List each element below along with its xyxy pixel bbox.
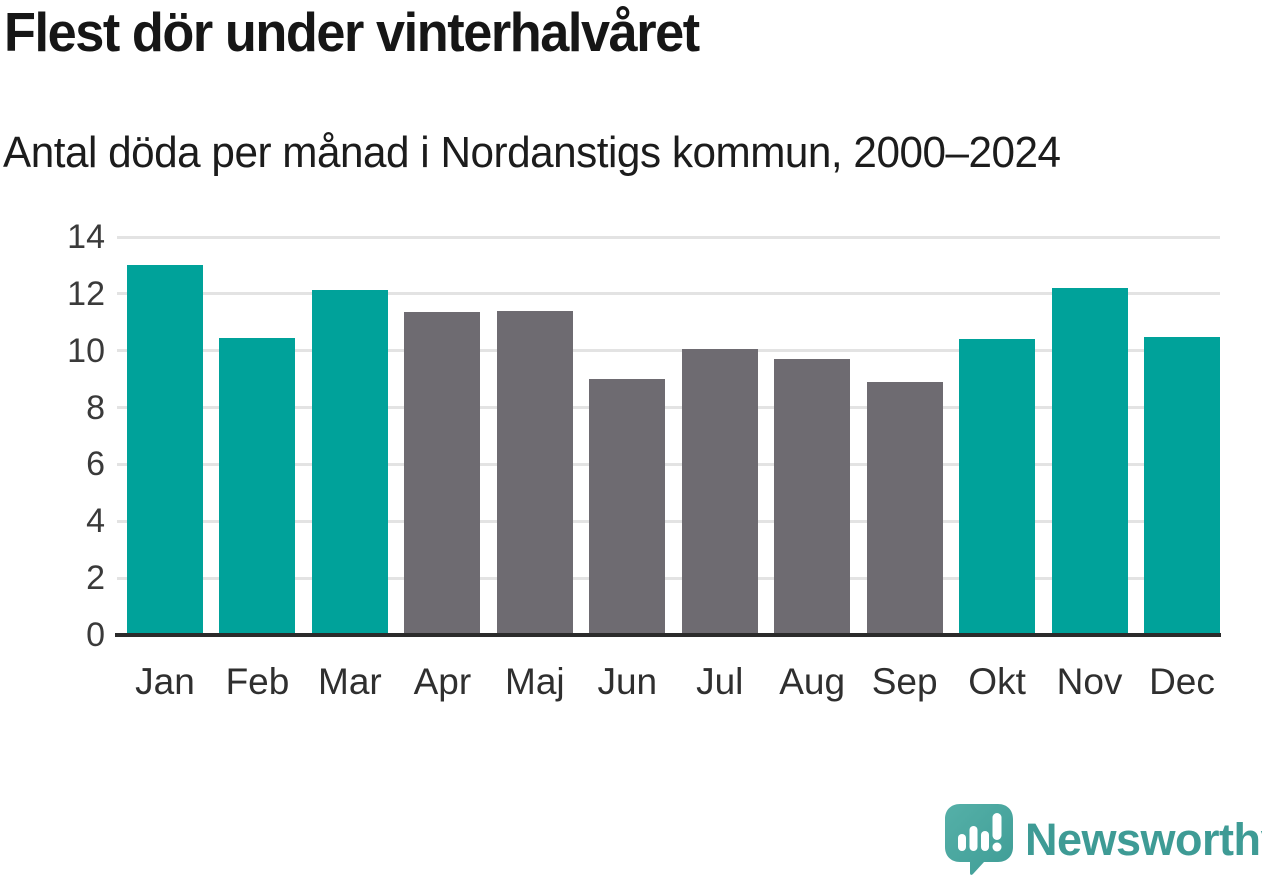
bar-nov: [1051, 288, 1128, 635]
x-tick-label-aug: Aug: [779, 661, 846, 702]
bar-mar: [311, 289, 388, 635]
x-tick-label-jul: Jul: [696, 661, 744, 702]
x-axis-line: [115, 633, 1221, 637]
y-tick-label-12: 12: [67, 274, 105, 313]
x-tick-label-sep: Sep: [871, 661, 938, 702]
x-tick-label-maj: Maj: [505, 661, 565, 702]
y-tick-label-2: 2: [86, 559, 105, 598]
bar-aug: [774, 359, 851, 635]
bar-apr: [404, 312, 481, 635]
gridline-y8: [117, 406, 1220, 410]
newsworthy-speech-bubble-chart-icon: [945, 804, 1013, 875]
y-tick-label-4: 4: [86, 502, 105, 541]
y-tick-label-8: 8: [86, 388, 105, 427]
y-axis-labels: 0 2 4 6 8 10 12 14: [0, 220, 105, 652]
gridline-y2: [117, 576, 1220, 580]
gridline-y12: [117, 292, 1220, 296]
gridline-y4: [117, 519, 1220, 523]
x-tick-label-okt: Okt: [968, 661, 1026, 702]
x-tick-label-nov: Nov: [1056, 661, 1123, 702]
bar-feb: [219, 337, 296, 635]
x-tick-label-apr: Apr: [413, 661, 472, 702]
bars-container: [127, 237, 1220, 635]
bar-jun: [589, 379, 666, 635]
y-tick-label-6: 6: [86, 445, 105, 484]
x-tick-label-dec: Dec: [1149, 661, 1215, 702]
x-axis-labels: Jan Feb Mar Apr Maj Jun Jul Aug Sep Okt Nov Dec: [127, 661, 1220, 703]
bar-maj: [496, 310, 573, 635]
y-tick-label-10: 10: [67, 331, 105, 370]
x-tick-label-jan: Jan: [135, 661, 195, 702]
bar-dec: [1143, 336, 1220, 635]
gridline-y6: [117, 462, 1220, 466]
x-tick-label-mar: Mar: [318, 661, 382, 702]
y-tick-label-0: 0: [86, 616, 105, 654]
newsworthy-logo: Newsworthy: [944, 803, 1262, 876]
x-tick-label-feb: Feb: [225, 661, 290, 702]
chart-title: Flest dör under vinterhalvåret: [4, 1, 700, 63]
bar-sep: [866, 382, 943, 635]
chart-subtitle: Antal döda per månad i Nordanstigs kommu…: [3, 128, 1061, 177]
gridline-y10: [117, 349, 1220, 353]
gridline-y14: [117, 235, 1220, 239]
bar-jan: [127, 265, 203, 635]
bar-okt: [959, 339, 1036, 635]
bar-jul: [681, 349, 758, 635]
bar-chart-plot-area: [115, 235, 1221, 637]
x-tick-label-jun: Jun: [597, 661, 658, 702]
y-tick-label-14: 14: [67, 218, 105, 256]
brand-wordmark: Newsworthy: [1025, 813, 1262, 865]
